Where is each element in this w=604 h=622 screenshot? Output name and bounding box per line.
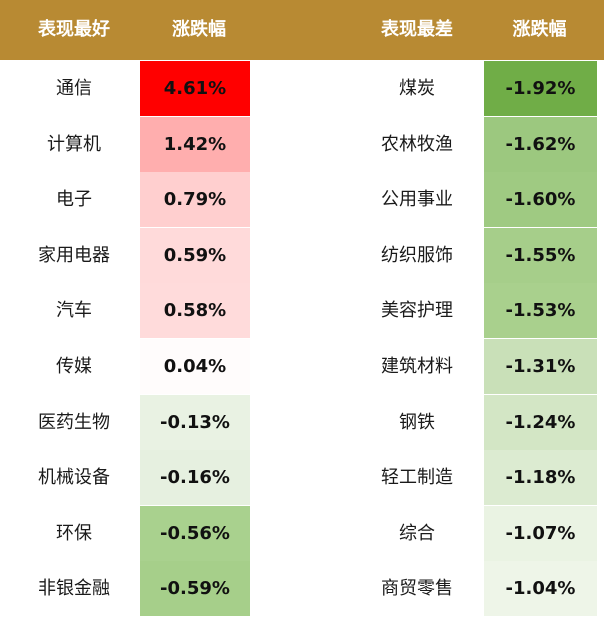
worst-sector-change: -1.18%: [484, 450, 597, 505]
best-sector-name: 电子: [56, 189, 92, 210]
best-sector-change: 0.59%: [140, 228, 250, 283]
worst-sector-name: 建筑材料: [381, 356, 453, 377]
worst-sector-change: -1.62%: [484, 117, 597, 172]
best-sector-name: 医药生物: [38, 412, 110, 433]
worst-sector-name: 美容护理: [381, 300, 453, 321]
best-sector-change: 0.58%: [140, 283, 250, 338]
best-sector-name: 汽车: [56, 300, 92, 321]
worst-sector-name: 公用事业: [381, 189, 453, 210]
header-best-change: 涨跌幅: [172, 19, 226, 40]
best-sector-change: -0.16%: [140, 450, 250, 505]
header-worst: 表现最差: [381, 19, 453, 40]
best-sector-change: 0.79%: [140, 172, 250, 227]
best-sector-change: -0.59%: [140, 561, 250, 616]
best-sector-change: 1.42%: [140, 117, 250, 172]
best-sector-change: 0.04%: [140, 339, 250, 394]
worst-sector-change: -1.60%: [484, 172, 597, 227]
best-sector-change: -0.13%: [140, 395, 250, 450]
best-sector-name: 非银金融: [38, 578, 110, 599]
worst-sector-change: -1.07%: [484, 506, 597, 561]
best-sector-name: 传媒: [56, 356, 92, 377]
worst-sector-change: -1.55%: [484, 228, 597, 283]
worst-sector-change: -1.53%: [484, 283, 597, 338]
header-best: 表现最好: [38, 19, 110, 40]
best-sector-name: 家用电器: [38, 245, 110, 266]
best-sector-change: 4.61%: [140, 61, 250, 116]
worst-sector-name: 综合: [399, 523, 435, 544]
worst-sector-change: -1.31%: [484, 339, 597, 394]
header-worst-change: 涨跌幅: [512, 19, 567, 40]
best-sector-name: 计算机: [47, 134, 101, 155]
worst-sector-name: 商贸零售: [381, 578, 453, 599]
best-sector-name: 机械设备: [38, 467, 110, 488]
worst-sector-name: 轻工制造: [381, 467, 453, 488]
worst-sector-change: -1.24%: [484, 395, 597, 450]
worst-sector-name: 农林牧渔: [381, 134, 453, 155]
best-sector-change: -0.56%: [140, 506, 250, 561]
worst-sector-name: 纺织服饰: [381, 245, 453, 266]
worst-sector-name: 煤炭: [399, 78, 435, 99]
worst-sector-change: -1.92%: [484, 61, 597, 116]
worst-sector-change: -1.04%: [484, 561, 597, 616]
best-sector-name: 环保: [56, 523, 92, 544]
best-sector-name: 通信: [56, 78, 92, 99]
table-header: 表现最好 涨跌幅 表现最差 涨跌幅: [0, 0, 604, 60]
worst-sector-name: 钢铁: [399, 412, 435, 433]
